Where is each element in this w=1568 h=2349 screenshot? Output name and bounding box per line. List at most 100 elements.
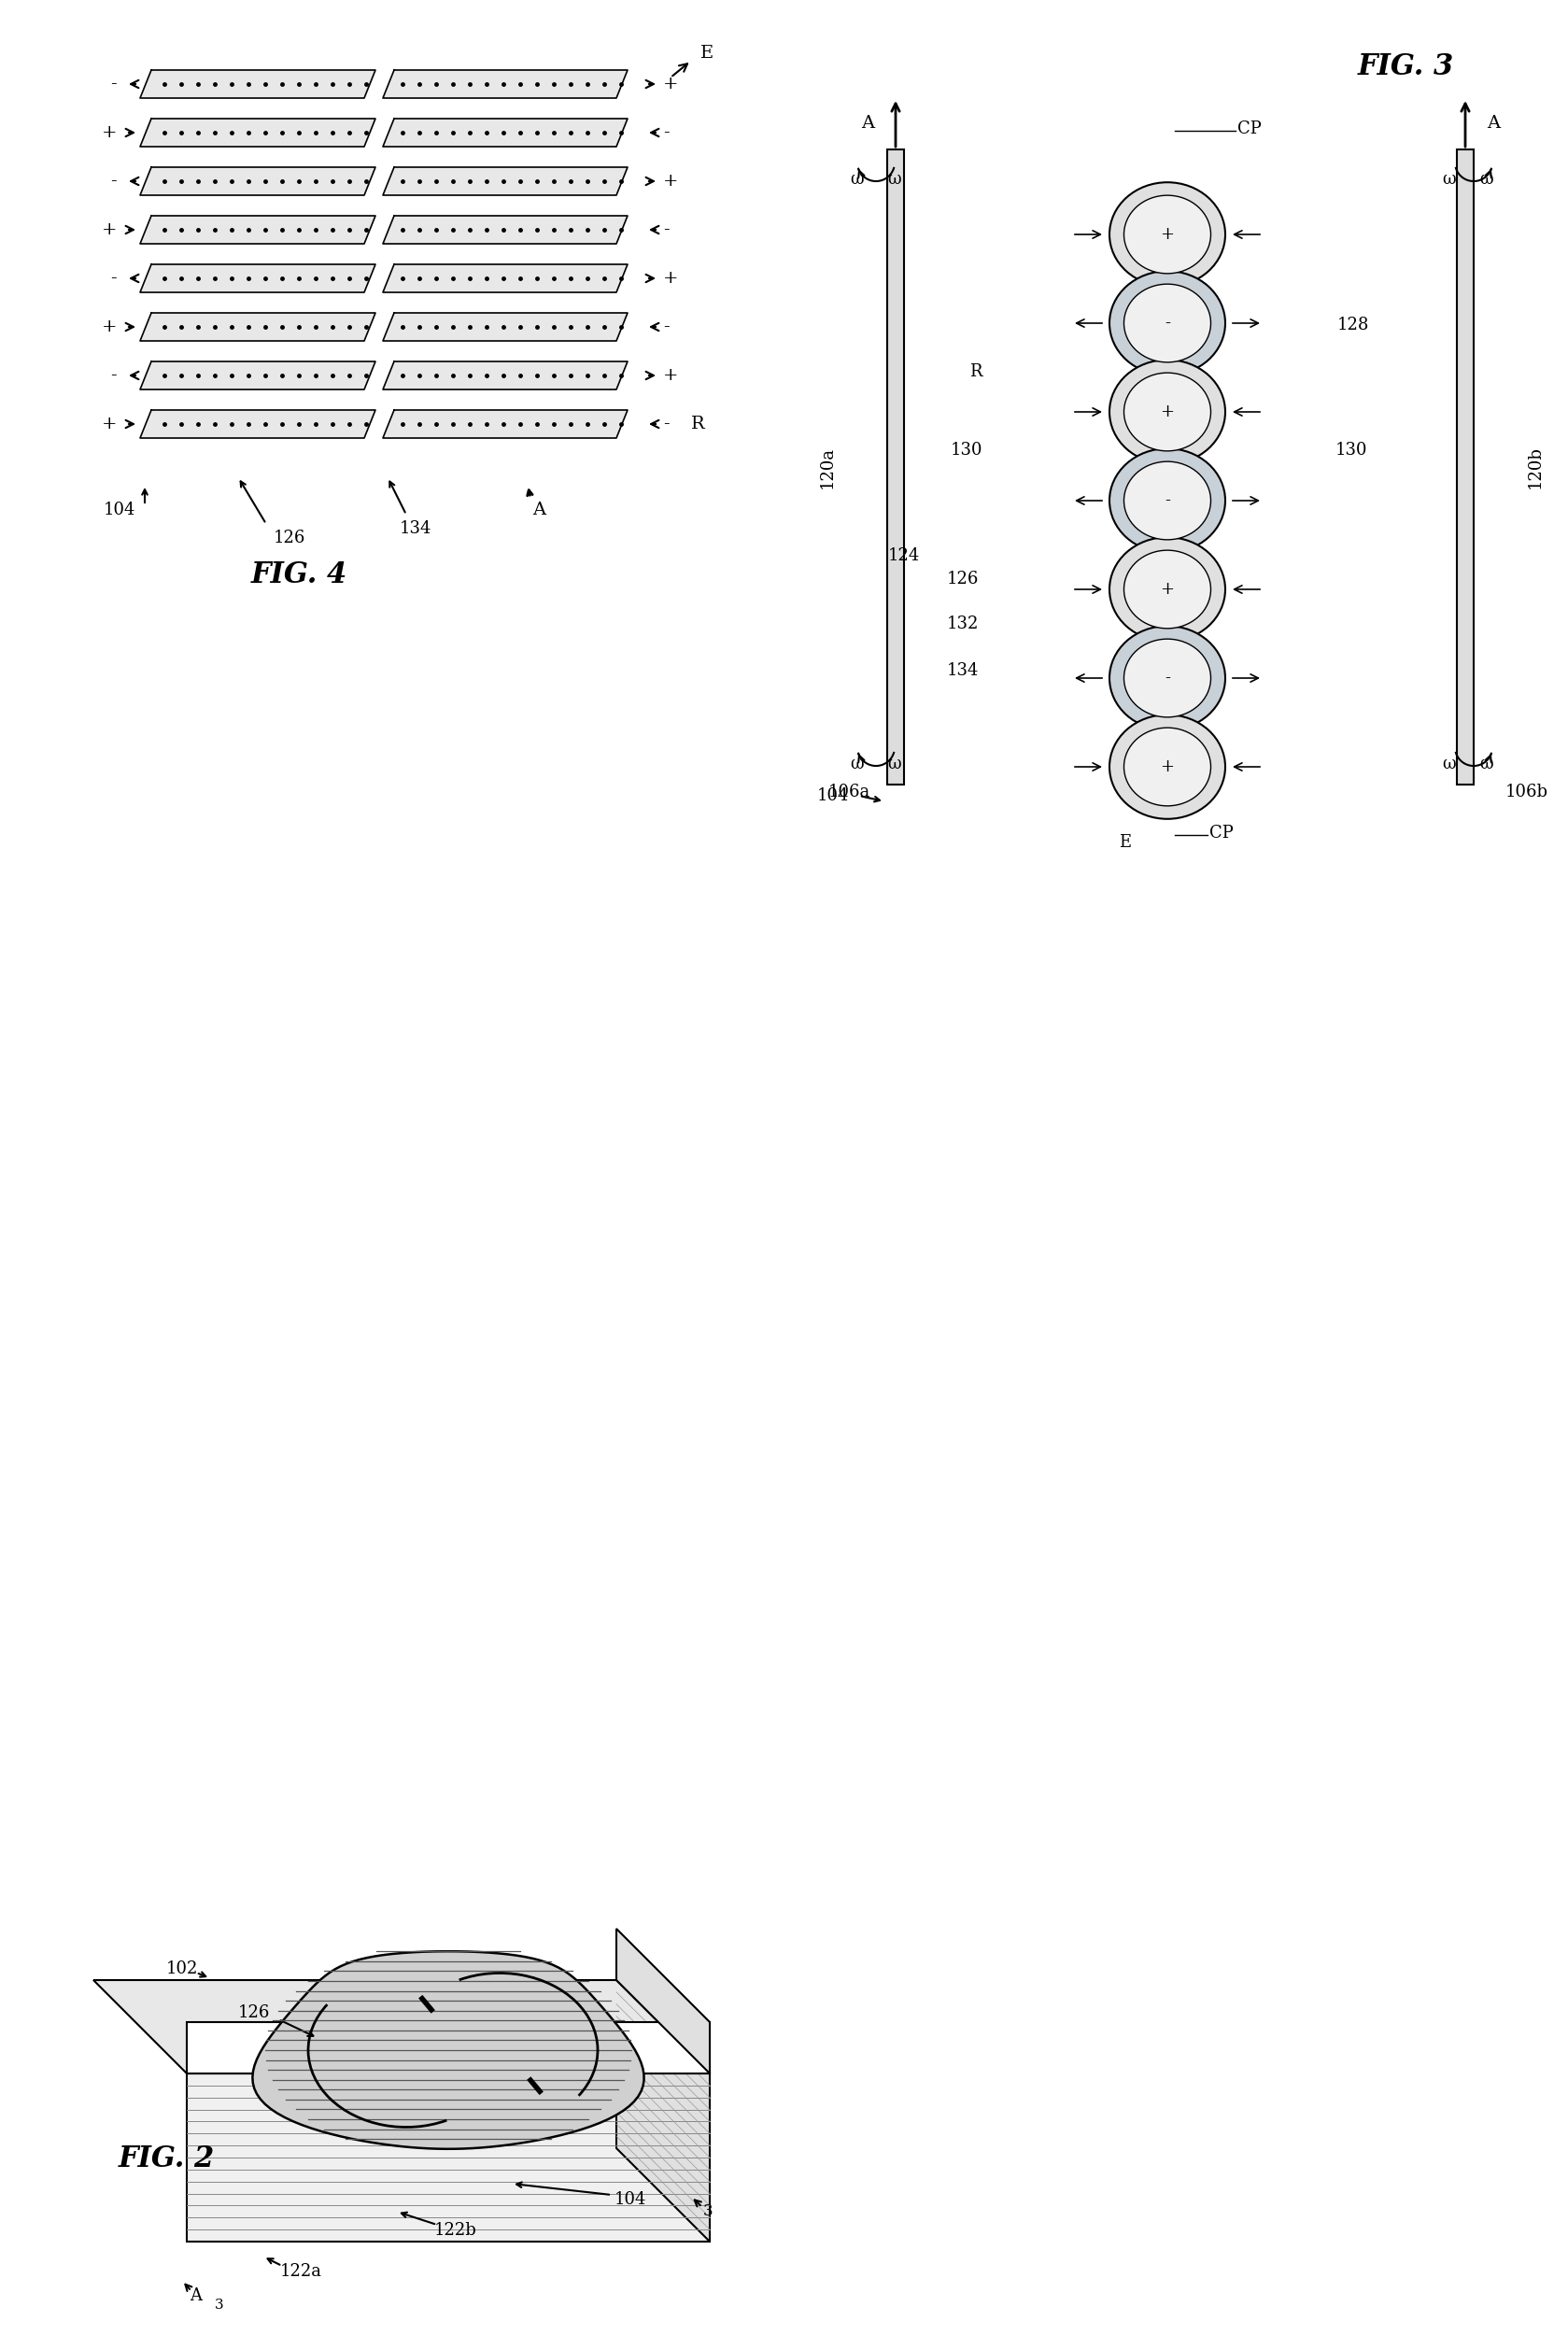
Text: -: - xyxy=(1165,669,1170,686)
Text: A: A xyxy=(532,503,546,519)
Text: +: + xyxy=(102,319,116,336)
Text: +: + xyxy=(1160,226,1174,242)
Polygon shape xyxy=(252,1952,644,2149)
Ellipse shape xyxy=(1110,183,1225,287)
Ellipse shape xyxy=(1110,714,1225,820)
Text: FIG. 4: FIG. 4 xyxy=(251,561,347,590)
Text: +: + xyxy=(102,124,116,141)
Text: 106a: 106a xyxy=(828,785,870,801)
Text: -: - xyxy=(111,366,116,383)
Text: 126: 126 xyxy=(238,2004,270,2020)
Text: +: + xyxy=(663,174,679,190)
Text: 132: 132 xyxy=(947,615,978,632)
Polygon shape xyxy=(94,1980,710,2074)
Polygon shape xyxy=(616,1929,710,2074)
Ellipse shape xyxy=(1124,373,1210,451)
Text: 106b: 106b xyxy=(1505,785,1548,801)
Polygon shape xyxy=(140,265,375,291)
Polygon shape xyxy=(383,167,627,195)
Text: 128: 128 xyxy=(1338,317,1369,334)
Text: +: + xyxy=(663,270,679,287)
Text: +: + xyxy=(102,416,116,432)
Text: FIG. 3: FIG. 3 xyxy=(1358,52,1454,82)
Text: -: - xyxy=(1165,315,1170,331)
Text: 134: 134 xyxy=(400,519,431,538)
Ellipse shape xyxy=(1124,195,1210,272)
Text: ω: ω xyxy=(850,171,864,188)
Text: +: + xyxy=(663,75,679,92)
Text: -: - xyxy=(111,270,116,287)
Text: R: R xyxy=(971,364,983,381)
Text: +: + xyxy=(102,221,116,237)
Text: -: - xyxy=(1165,493,1170,510)
Polygon shape xyxy=(887,150,905,785)
Polygon shape xyxy=(383,70,627,99)
Polygon shape xyxy=(383,216,627,244)
Text: 104: 104 xyxy=(817,787,850,803)
Text: 104: 104 xyxy=(103,503,135,519)
Text: 122b: 122b xyxy=(434,2222,477,2239)
Text: R: R xyxy=(691,416,706,432)
Polygon shape xyxy=(140,70,375,99)
Polygon shape xyxy=(140,167,375,195)
Ellipse shape xyxy=(1124,639,1210,716)
Polygon shape xyxy=(383,362,627,390)
Text: 102: 102 xyxy=(166,1961,198,1978)
Text: CP: CP xyxy=(1237,120,1261,136)
Text: -: - xyxy=(663,416,670,432)
Text: 126: 126 xyxy=(273,529,306,547)
Text: 126: 126 xyxy=(947,571,978,587)
Text: +: + xyxy=(1160,404,1174,420)
Ellipse shape xyxy=(1124,460,1210,540)
Text: ω: ω xyxy=(887,171,902,188)
Text: -: - xyxy=(111,75,116,92)
Polygon shape xyxy=(616,1980,710,2241)
Text: 134: 134 xyxy=(947,662,978,679)
Text: +: + xyxy=(1160,580,1174,597)
Text: -: - xyxy=(663,124,670,141)
Text: +: + xyxy=(1160,759,1174,775)
Polygon shape xyxy=(383,411,627,437)
Text: 3: 3 xyxy=(215,2300,224,2311)
Text: 120b: 120b xyxy=(1527,446,1544,489)
Polygon shape xyxy=(383,117,627,146)
Ellipse shape xyxy=(1110,270,1225,376)
Ellipse shape xyxy=(1110,625,1225,731)
Text: ω: ω xyxy=(850,756,864,773)
Text: E: E xyxy=(701,45,713,61)
Polygon shape xyxy=(140,411,375,437)
Text: 124: 124 xyxy=(887,547,920,564)
Ellipse shape xyxy=(1110,538,1225,641)
Text: ω: ω xyxy=(887,756,902,773)
Polygon shape xyxy=(140,362,375,390)
Text: E: E xyxy=(1120,834,1132,850)
Text: ω: ω xyxy=(1480,756,1494,773)
Ellipse shape xyxy=(1124,284,1210,362)
Text: +: + xyxy=(663,366,679,383)
Text: FIG. 2: FIG. 2 xyxy=(118,2145,215,2173)
Polygon shape xyxy=(140,312,375,341)
Text: -: - xyxy=(663,221,670,237)
Text: -: - xyxy=(111,174,116,190)
Ellipse shape xyxy=(1124,728,1210,806)
Text: A: A xyxy=(190,2288,202,2304)
Text: ω: ω xyxy=(1480,171,1494,188)
Ellipse shape xyxy=(1110,359,1225,465)
Polygon shape xyxy=(1457,150,1474,785)
Polygon shape xyxy=(187,2022,710,2074)
Text: 130: 130 xyxy=(1336,442,1367,458)
Text: 120a: 120a xyxy=(818,446,836,489)
Polygon shape xyxy=(140,216,375,244)
Text: ω: ω xyxy=(1443,171,1457,188)
Polygon shape xyxy=(187,2074,710,2241)
Text: ω: ω xyxy=(1443,756,1457,773)
Ellipse shape xyxy=(1124,550,1210,630)
Polygon shape xyxy=(383,265,627,291)
Text: CP: CP xyxy=(1209,824,1234,841)
Text: 3: 3 xyxy=(702,2203,713,2220)
Ellipse shape xyxy=(1110,449,1225,552)
Text: 122a: 122a xyxy=(279,2262,321,2281)
Text: A: A xyxy=(861,115,875,132)
Text: 130: 130 xyxy=(950,442,983,458)
Text: 104: 104 xyxy=(615,2192,646,2208)
